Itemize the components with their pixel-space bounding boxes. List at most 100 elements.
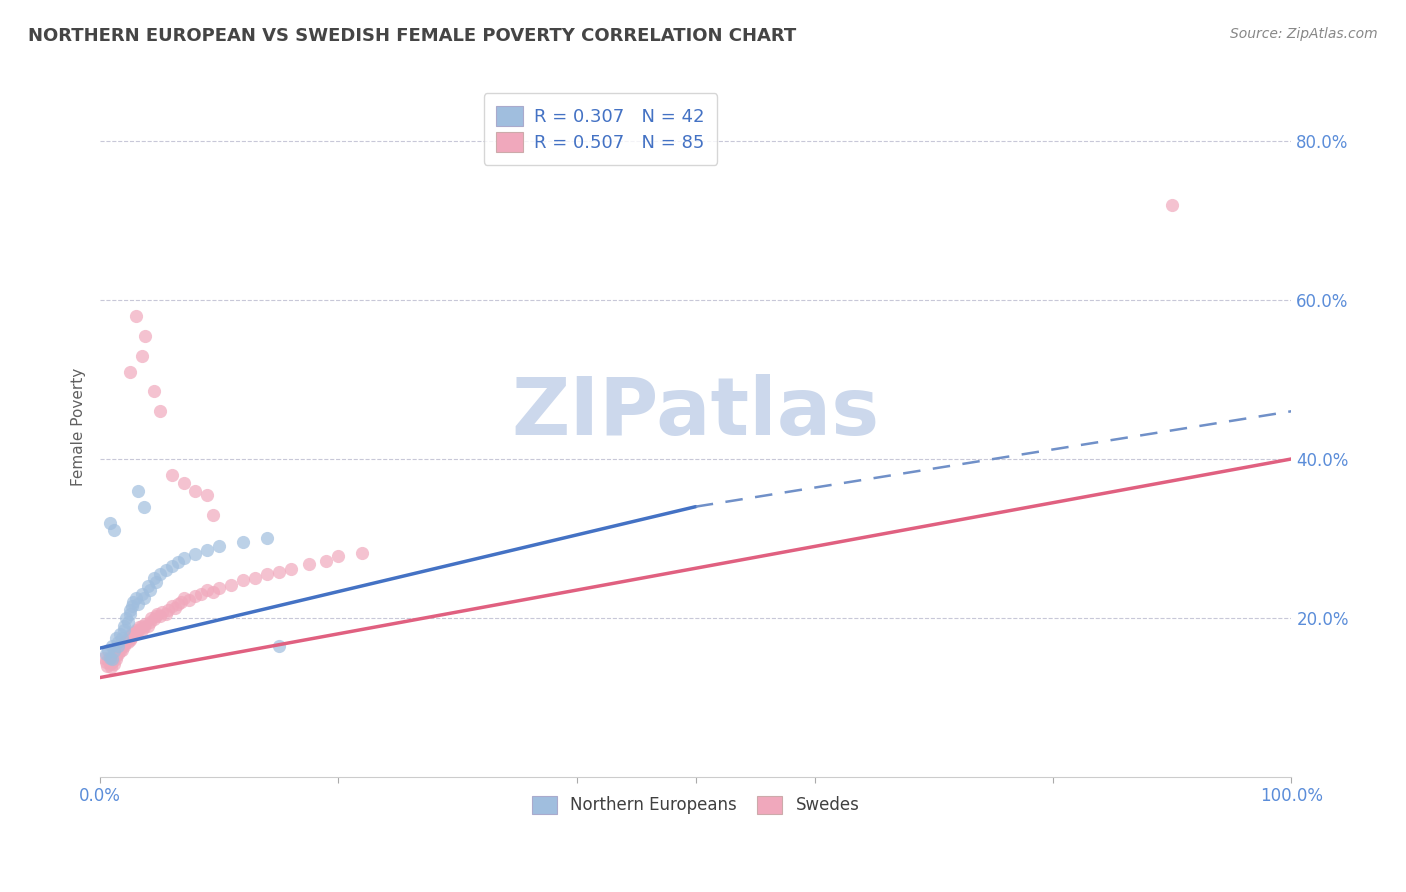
Point xyxy=(94,647,117,661)
Point xyxy=(160,467,183,482)
Y-axis label: Female Poverty: Female Poverty xyxy=(72,368,86,486)
Point xyxy=(110,631,132,645)
Point xyxy=(297,557,319,571)
Point xyxy=(142,571,165,585)
Point xyxy=(115,633,138,648)
Point xyxy=(105,644,128,658)
Point xyxy=(155,563,177,577)
Point xyxy=(328,549,350,563)
Point xyxy=(118,603,141,617)
Point xyxy=(118,364,141,378)
Point xyxy=(110,644,132,658)
Point xyxy=(165,600,187,615)
Point xyxy=(149,404,172,418)
Point xyxy=(98,657,121,671)
Point xyxy=(122,628,145,642)
Point xyxy=(131,623,153,637)
Point xyxy=(184,483,207,498)
Point xyxy=(184,589,207,603)
Point xyxy=(202,508,225,522)
Point xyxy=(128,620,150,634)
Point xyxy=(142,384,165,399)
Point xyxy=(98,516,121,530)
Text: Source: ZipAtlas.com: Source: ZipAtlas.com xyxy=(1230,27,1378,41)
Point xyxy=(104,648,127,663)
Point xyxy=(114,636,136,650)
Point xyxy=(104,652,127,666)
Point xyxy=(155,607,177,621)
Point xyxy=(124,625,146,640)
Point xyxy=(134,617,156,632)
Point xyxy=(166,555,188,569)
Point xyxy=(125,627,148,641)
Point xyxy=(125,591,148,605)
Point xyxy=(134,620,156,634)
Point xyxy=(112,623,135,637)
Point xyxy=(136,579,159,593)
Point xyxy=(280,561,302,575)
Point xyxy=(107,642,129,657)
Point xyxy=(93,650,115,665)
Point xyxy=(131,619,153,633)
Point xyxy=(112,619,135,633)
Point xyxy=(219,577,242,591)
Point xyxy=(94,655,117,669)
Point xyxy=(134,500,156,514)
Point xyxy=(145,609,167,624)
Point xyxy=(150,605,173,619)
Point xyxy=(315,554,337,568)
Point xyxy=(127,483,149,498)
Point xyxy=(190,587,212,601)
Point xyxy=(149,608,172,623)
Point xyxy=(101,655,124,669)
Point xyxy=(243,571,266,585)
Point xyxy=(142,613,165,627)
Point xyxy=(103,657,125,671)
Point xyxy=(96,658,118,673)
Point xyxy=(352,546,374,560)
Point xyxy=(115,611,138,625)
Point xyxy=(179,593,201,607)
Point xyxy=(103,647,125,661)
Point xyxy=(101,639,124,653)
Point xyxy=(112,639,135,653)
Text: NORTHERN EUROPEAN VS SWEDISH FEMALE POVERTY CORRELATION CHART: NORTHERN EUROPEAN VS SWEDISH FEMALE POVE… xyxy=(28,27,796,45)
Point xyxy=(122,595,145,609)
Point xyxy=(160,599,183,613)
Point xyxy=(118,633,141,648)
Point xyxy=(267,565,290,579)
Point xyxy=(173,551,195,566)
Point xyxy=(170,595,193,609)
Point xyxy=(267,639,290,653)
Point xyxy=(127,624,149,639)
Point xyxy=(208,581,231,595)
Point xyxy=(134,328,156,343)
Point xyxy=(134,591,156,605)
Point xyxy=(110,642,132,657)
Point xyxy=(146,607,169,621)
Point xyxy=(104,631,127,645)
Point xyxy=(103,644,125,658)
Point xyxy=(108,641,131,656)
Point xyxy=(110,639,132,653)
Point xyxy=(131,587,153,601)
Point xyxy=(208,540,231,554)
Point xyxy=(110,627,132,641)
Point xyxy=(117,634,139,648)
Point xyxy=(111,636,134,650)
Point xyxy=(256,532,278,546)
Point xyxy=(121,627,143,641)
Point xyxy=(202,585,225,599)
Point xyxy=(166,597,188,611)
Point xyxy=(120,631,142,645)
Text: ZIPatlas: ZIPatlas xyxy=(512,374,880,452)
Point xyxy=(112,634,135,648)
Point xyxy=(149,567,172,582)
Point xyxy=(121,599,143,613)
Point xyxy=(125,623,148,637)
Point xyxy=(1161,197,1184,211)
Point xyxy=(107,639,129,653)
Point xyxy=(118,607,141,621)
Point xyxy=(139,583,162,598)
Point xyxy=(256,567,278,582)
